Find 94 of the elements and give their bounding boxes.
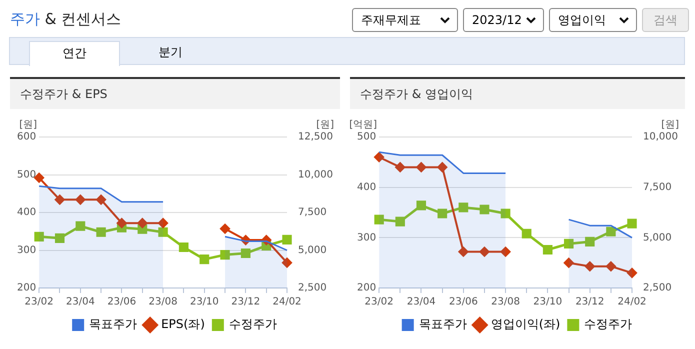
point	[606, 226, 616, 236]
x-tick-label: 23/10	[190, 296, 219, 308]
text: 검색	[642, 8, 689, 32]
point	[282, 234, 292, 244]
point	[585, 236, 595, 246]
point	[54, 194, 65, 205]
y2-tick-label: 7,500	[298, 207, 327, 218]
y-tick-label: 200	[16, 282, 36, 294]
point	[500, 208, 510, 218]
legend-label: 수정주가	[584, 317, 632, 332]
point	[458, 246, 468, 257]
y-tick-label: 400	[16, 207, 36, 218]
text: 연간	[29, 41, 120, 66]
point	[606, 261, 616, 272]
point	[564, 258, 574, 268]
point	[374, 152, 384, 162]
point	[480, 204, 490, 214]
y-axis-title: [원]	[19, 120, 38, 131]
point	[54, 233, 65, 243]
legend-label: 영업이익(좌)	[490, 317, 560, 332]
legend-label: 목표주가	[418, 317, 467, 332]
y2-tick-label: 10,000	[298, 169, 334, 180]
point	[542, 244, 552, 255]
chart-title: 수정주가 & EPS	[10, 77, 340, 109]
legend-label: 수정주가	[228, 317, 277, 332]
y-tick-label: 400	[356, 182, 376, 193]
y-tick-label: 200	[356, 282, 376, 294]
point	[75, 194, 86, 205]
point	[34, 232, 44, 242]
point	[76, 221, 86, 231]
point	[240, 248, 250, 258]
y2-tick-label: 12,500	[298, 132, 334, 143]
point	[374, 214, 384, 224]
point	[137, 218, 148, 228]
x-tick-label: 23/10	[533, 296, 562, 308]
text: 분기	[158, 44, 184, 61]
x-tick-label: 23/08	[491, 296, 520, 308]
text: 주가 & 컨센서스	[10, 10, 122, 29]
point	[438, 208, 448, 218]
text: 주재무제표	[352, 8, 458, 32]
point	[416, 162, 426, 172]
y-tick-label: 500	[356, 132, 376, 143]
y2-tick-label: 10,000	[643, 132, 678, 143]
x-tick-label: 23/12	[231, 296, 260, 308]
point	[395, 216, 405, 226]
point	[220, 224, 230, 234]
point	[96, 194, 106, 205]
point	[500, 246, 511, 257]
y2-axis-title: [원]	[316, 120, 334, 131]
y-tick-label: 600	[16, 132, 36, 143]
y2-tick-label: 2,500	[643, 282, 672, 294]
point	[416, 200, 426, 210]
x-tick-label: 23/08	[148, 296, 178, 308]
text: 2023/12	[463, 8, 544, 32]
x-tick-label: 23/06	[107, 296, 136, 308]
point	[627, 218, 637, 228]
legend-label: 목표주가	[89, 317, 138, 332]
x-tick-label: 23/02	[24, 296, 54, 308]
point	[479, 246, 490, 257]
point	[220, 250, 230, 260]
y2-tick-label: 2,500	[298, 282, 327, 294]
point	[158, 227, 168, 237]
point	[395, 162, 406, 172]
y-tick-label: 300	[16, 244, 36, 256]
point	[178, 242, 188, 252]
y2-tick-label: 5,000	[298, 244, 327, 256]
x-tick-label: 23/12	[575, 296, 604, 308]
point	[200, 254, 210, 264]
x-tick-label: 23/06	[448, 296, 478, 308]
point	[116, 218, 127, 228]
y2-tick-label: 5,000	[643, 232, 672, 244]
point	[584, 261, 595, 272]
y-tick-label: 500	[16, 169, 36, 180]
point	[282, 258, 292, 268]
x-tick-label: 23/02	[364, 296, 394, 308]
point	[627, 268, 638, 278]
x-tick-label: 24/02	[618, 296, 646, 308]
y-axis-title: [억원]	[349, 120, 378, 131]
point	[34, 172, 44, 183]
point	[564, 238, 574, 248]
text: 영업이익	[549, 8, 637, 32]
x-tick-label: 23/04	[66, 296, 95, 308]
point	[458, 202, 468, 212]
y-tick-label: 300	[356, 232, 376, 244]
point	[96, 227, 106, 237]
x-tick-label: 23/04	[406, 296, 436, 308]
point	[437, 162, 448, 172]
point	[158, 218, 168, 228]
point	[522, 228, 532, 238]
chart-title: 수정주가 & 영업이익	[350, 77, 685, 109]
x-tick-label: 24/02	[272, 296, 302, 308]
y2-tick-label: 7,500	[643, 182, 672, 193]
y2-axis-title: [원]	[661, 120, 680, 131]
legend-label: EPS(좌)	[161, 317, 205, 332]
